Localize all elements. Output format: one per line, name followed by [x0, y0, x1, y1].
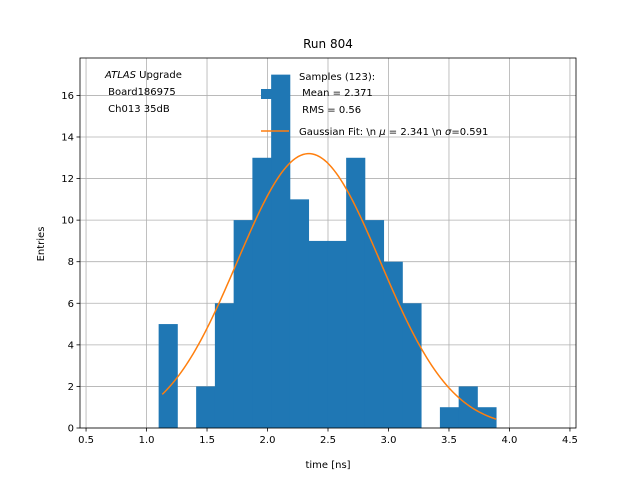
x-tick-label: 2.5: [320, 435, 336, 446]
x-tick-label: 4.5: [562, 435, 578, 446]
annotation-board: Board186975: [105, 87, 176, 98]
histogram-bar: [233, 220, 253, 428]
x-tick-label: 1.5: [199, 435, 215, 446]
histogram-bar: [196, 386, 216, 428]
legend: Samples (123): Mean = 2.371 RMS = 0.56 G…: [261, 72, 488, 138]
legend-histogram-patch: [261, 89, 289, 99]
x-tick-label: 3.5: [441, 435, 457, 446]
gaussian-fit-curve: [161, 152, 497, 420]
legend-mean-label: Mean = 2.371: [299, 88, 373, 99]
histogram-bar: [402, 303, 422, 428]
annotation-atlas: ATLAS: [104, 70, 137, 81]
x-tick-label: 0.5: [78, 435, 94, 446]
x-tick-label: 4.0: [502, 435, 518, 446]
y-tick-label: 14: [61, 132, 74, 143]
annotation-upgrade: Upgrade: [136, 70, 182, 81]
histogram-bar: [158, 324, 178, 428]
x-axis-label: time [ns]: [305, 460, 350, 471]
legend-fit-mid: = 2.341 \n: [386, 127, 445, 138]
histogram-bar: [271, 74, 291, 428]
y-axis-ticks: 0 2 4 6 8 10 12 14 16: [61, 91, 80, 435]
x-axis-ticks: 0.5 1.0 1.5 2.0 2.5 3.0 3.5 4.0 4.5: [78, 428, 578, 446]
histogram-bar: [364, 220, 385, 428]
histogram-bar: [346, 157, 366, 429]
x-tick-label: 2.0: [260, 435, 276, 446]
annotation-line-1: ATLAS Upgrade: [104, 70, 182, 81]
histogram-bars: [158, 74, 497, 429]
y-tick-label: 4: [68, 340, 74, 351]
histogram-bar: [477, 407, 497, 428]
x-tick-label: 1.0: [139, 435, 155, 446]
legend-samples-label: Samples (123):: [299, 72, 375, 83]
legend-fit-sigma: σ: [445, 127, 452, 138]
legend-fit-prefix: Gaussian Fit: \n: [299, 127, 379, 138]
histogram-bar: [327, 240, 347, 428]
legend-fit-suffix: =0.591: [451, 127, 488, 138]
histogram-bar: [439, 407, 460, 428]
y-tick-label: 16: [61, 91, 74, 102]
y-tick-label: 0: [68, 424, 74, 435]
y-tick-label: 2: [68, 382, 74, 393]
y-tick-label: 8: [68, 257, 74, 268]
histogram-bar: [383, 261, 403, 428]
legend-fit-label: Gaussian Fit: \n μ = 2.341 \n σ=0.591: [299, 127, 488, 138]
histogram-bar: [214, 303, 235, 428]
histogram-bar: [252, 157, 272, 429]
y-axis-label: Entries: [36, 227, 47, 262]
histogram-bar: [308, 240, 328, 428]
y-tick-label: 12: [61, 174, 74, 185]
annotation-channel: Ch013 35dB: [105, 104, 170, 115]
y-tick-label: 6: [68, 299, 74, 310]
legend-fit-mu: μ: [378, 127, 385, 138]
legend-rms-label: RMS = 0.56: [299, 105, 361, 116]
y-tick-label: 10: [61, 216, 74, 227]
histogram-bar: [458, 386, 478, 428]
x-tick-label: 3.0: [381, 435, 397, 446]
chart-title: Run 804: [303, 37, 353, 51]
atlas-annotation: ATLAS Upgrade Board186975 Ch013 35dB: [104, 70, 182, 115]
histogram-bar: [289, 199, 310, 428]
